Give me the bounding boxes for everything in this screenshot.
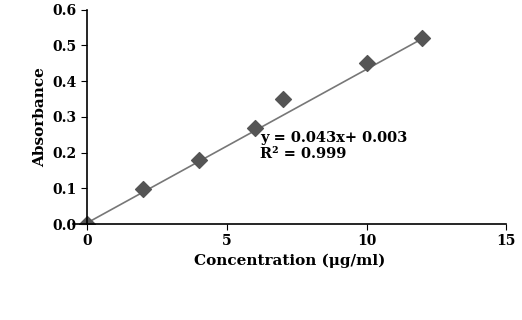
Point xyxy=(251,125,259,130)
Point xyxy=(362,60,371,66)
Point xyxy=(83,221,91,227)
Y-axis label: Absorbance: Absorbance xyxy=(33,67,47,167)
X-axis label: Concentration (μg/ml): Concentration (μg/ml) xyxy=(194,254,385,268)
Point xyxy=(139,187,147,192)
Point xyxy=(279,96,287,101)
Text: y = 0.043x+ 0.003
R² = 0.999: y = 0.043x+ 0.003 R² = 0.999 xyxy=(260,131,408,162)
Point xyxy=(418,36,426,41)
Point xyxy=(195,157,203,162)
